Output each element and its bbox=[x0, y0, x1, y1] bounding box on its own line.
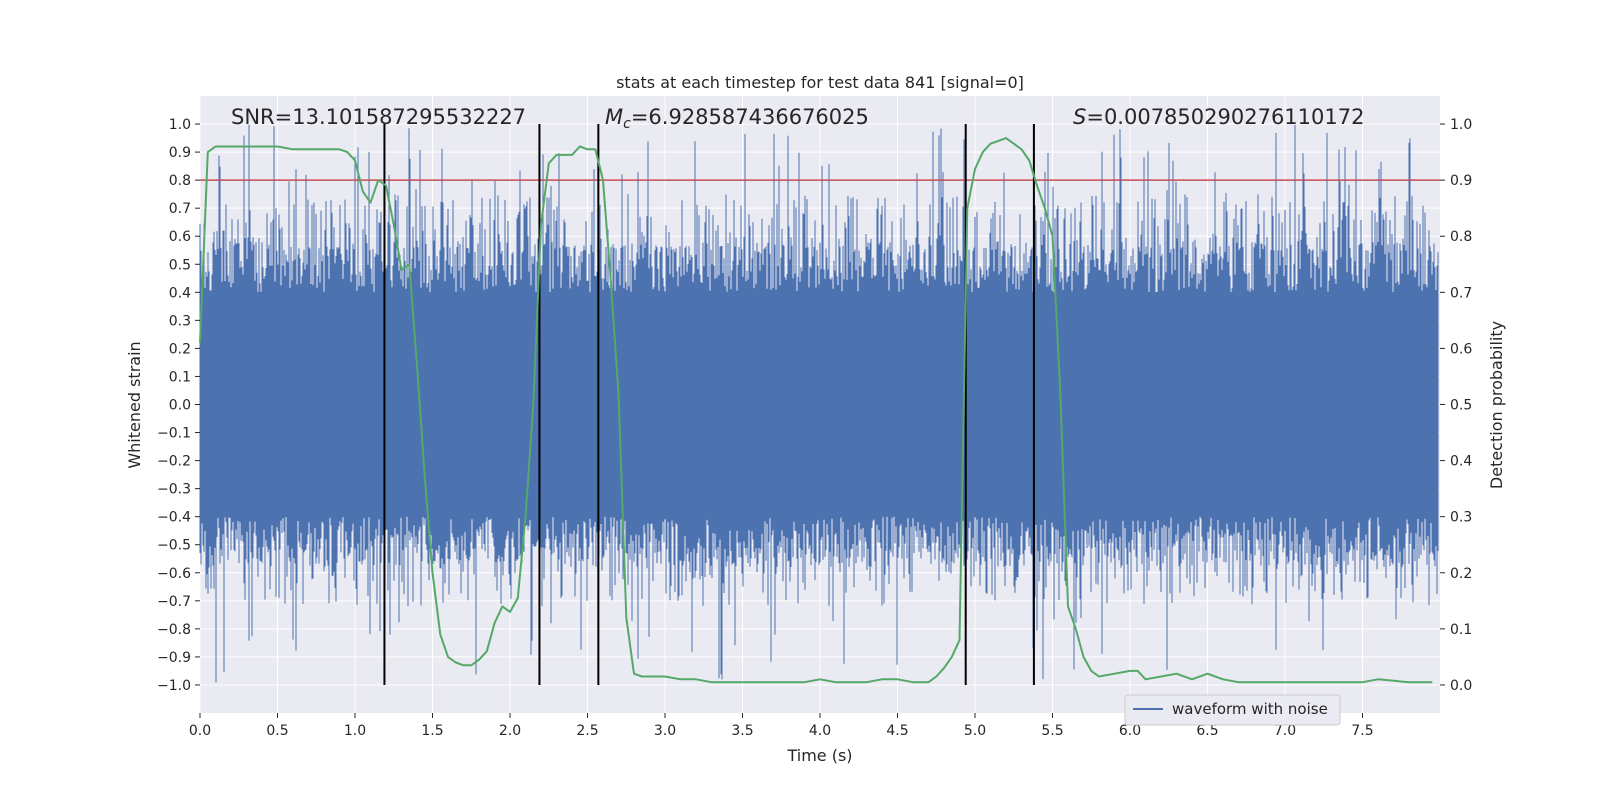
y-right-tick-label: 0.7 bbox=[1450, 285, 1472, 301]
chirp-mass-annotation: Mc=6.928587436676025 bbox=[605, 105, 869, 132]
s-annotation: S=0.007850290276110172 bbox=[1073, 105, 1364, 129]
y-tick-label: 0.1 bbox=[169, 369, 191, 385]
y-tick-label: −0.4 bbox=[157, 510, 191, 526]
chart-title: stats at each timestep for test data 841… bbox=[616, 73, 1024, 92]
y-axis-right-label: Detection probability bbox=[1487, 321, 1506, 489]
y-tick-label: 0.6 bbox=[169, 229, 191, 245]
x-tick-label: 2.0 bbox=[499, 723, 521, 739]
x-tick-label: 0.5 bbox=[266, 723, 288, 739]
y-tick-label: 1.0 bbox=[169, 117, 191, 133]
y-right-tick-label: 0.1 bbox=[1450, 622, 1472, 638]
y-tick-label: −0.2 bbox=[157, 454, 191, 470]
y-tick-label: 0.7 bbox=[169, 201, 191, 217]
y-right-tick-label: 0.4 bbox=[1450, 454, 1472, 470]
probability-line bbox=[199, 137, 1433, 684]
y-right-tick-label: 1.0 bbox=[1450, 117, 1472, 133]
x-tick-label: 4.0 bbox=[809, 723, 831, 739]
x-tick-label: 1.0 bbox=[344, 723, 366, 739]
x-tick-label: 3.0 bbox=[654, 723, 676, 739]
y-tick-label: 0.2 bbox=[169, 341, 191, 357]
x-tick-label: 6.5 bbox=[1196, 723, 1218, 739]
y-tick-label: −0.8 bbox=[157, 622, 191, 638]
waveform-series bbox=[199, 124, 1439, 683]
y-right-tick-label: 0.3 bbox=[1450, 510, 1472, 526]
y-tick-label: −0.7 bbox=[157, 594, 191, 610]
x-tick-label: 6.0 bbox=[1119, 723, 1141, 739]
probability-series bbox=[199, 137, 1433, 684]
y-tick-label: −0.9 bbox=[157, 650, 191, 666]
y-tick-label: 0.3 bbox=[169, 313, 191, 329]
y-right-tick-label: 0.9 bbox=[1450, 173, 1472, 189]
y-tick-label: 0.9 bbox=[169, 145, 191, 161]
x-tick-label: 5.0 bbox=[964, 723, 986, 739]
y-tick-label: 0.0 bbox=[169, 398, 191, 414]
y-tick-label: 0.4 bbox=[169, 285, 191, 301]
x-tick-label: 3.5 bbox=[731, 723, 753, 739]
y-tick-label: −0.1 bbox=[157, 426, 191, 442]
x-axis-label: Time (s) bbox=[786, 746, 852, 765]
y-tick-label: −0.3 bbox=[157, 482, 191, 498]
legend: waveform with noise bbox=[1124, 694, 1341, 726]
legend-label: waveform with noise bbox=[1172, 700, 1328, 718]
y-axis-label: Whitened strain bbox=[125, 341, 144, 468]
vertical-markers bbox=[383, 124, 1035, 685]
legend-box bbox=[1124, 694, 1341, 726]
y-right-tick-label: 0.2 bbox=[1450, 566, 1472, 582]
y-tick-label: −0.5 bbox=[157, 538, 191, 554]
y-right-tick-label: 0.5 bbox=[1450, 398, 1472, 414]
y-tick-label: 0.5 bbox=[169, 257, 191, 273]
x-tick-label: 2.5 bbox=[576, 723, 598, 739]
y-right-tick-label: 0.6 bbox=[1450, 341, 1472, 357]
x-tick-label: 5.5 bbox=[1041, 723, 1063, 739]
x-tick-label: 1.5 bbox=[421, 723, 443, 739]
x-tick-label: 0.0 bbox=[189, 723, 211, 739]
x-tick-label: 7.5 bbox=[1351, 723, 1373, 739]
y-tick-label: −0.6 bbox=[157, 566, 191, 582]
y-right-tick-label: 0.0 bbox=[1450, 678, 1472, 694]
y-tick-label: −1.0 bbox=[157, 678, 191, 694]
y-tick-label: 0.8 bbox=[169, 173, 191, 189]
waveform-noise-line bbox=[199, 124, 1439, 683]
x-tick-label: 4.5 bbox=[886, 723, 908, 739]
y-right-tick-label: 0.8 bbox=[1450, 229, 1472, 245]
x-tick-label: 7.0 bbox=[1274, 723, 1296, 739]
snr-annotation: SNR=13.101587295532227 bbox=[231, 105, 526, 129]
axes-ticks: 0.0 0.5 1.0 1.5 2.0 2.5 3.0 3.5 4.0 4.5 5.0 5.5 6.0 6… bbox=[157, 117, 1472, 739]
